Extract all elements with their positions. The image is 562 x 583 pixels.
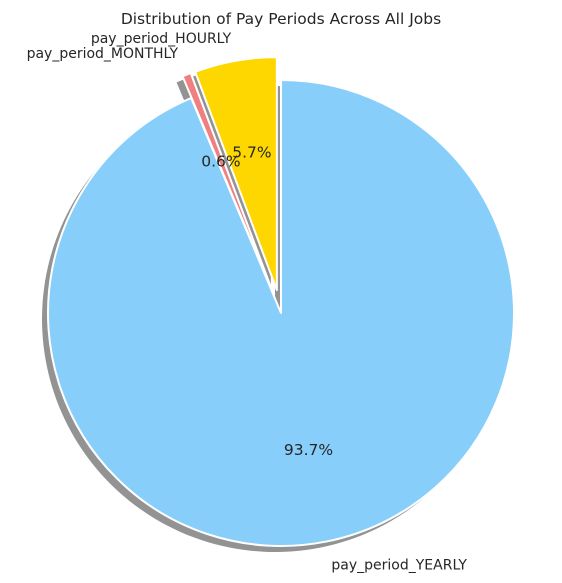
- chart-title: Distribution of Pay Periods Across All J…: [121, 10, 441, 28]
- slice-percent-pay-period-monthly: 0.6%: [201, 152, 240, 170]
- slice-label-pay-period-hourly: pay_period_HOURLY: [91, 31, 232, 47]
- pie-slices: [47, 56, 515, 547]
- slice-pay-period-hourly: [194, 56, 278, 292]
- slice-label-pay-period-monthly: pay_period_MONTHLY: [27, 46, 179, 62]
- slice-pay-period-yearly: [47, 79, 515, 547]
- slice-label-pay-period-yearly: pay_period_YEARLY: [331, 557, 467, 573]
- pie-labels: pay_period_HOURLY 5.7% pay_period_MONTHLY 0…: [27, 31, 468, 573]
- slice-percent-pay-period-yearly: 93.7%: [284, 441, 333, 459]
- slice-percent-pay-period-hourly: 5.7%: [232, 144, 271, 162]
